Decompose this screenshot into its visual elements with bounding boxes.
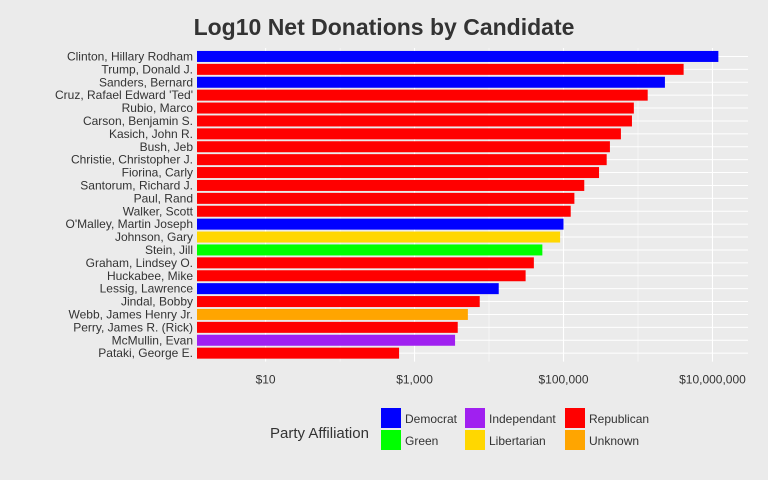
bar xyxy=(197,270,526,282)
legend-swatch xyxy=(381,408,401,428)
legend-label: Independant xyxy=(489,412,556,426)
category-label: Stein, Jill xyxy=(145,243,193,257)
bar xyxy=(197,283,499,295)
category-label: O'Malley, Martin Joseph xyxy=(66,217,193,231)
legend-label: Libertarian xyxy=(489,434,546,448)
legend-label: Democrat xyxy=(405,412,458,426)
bar xyxy=(197,128,621,140)
bar xyxy=(197,192,575,204)
category-label: Sanders, Bernard xyxy=(99,75,193,89)
category-label: Paul, Rand xyxy=(134,191,193,205)
legend-swatch xyxy=(565,408,585,428)
category-label: Christie, Christopher J. xyxy=(71,153,193,167)
bar xyxy=(197,231,561,243)
category-label: Kasich, John R. xyxy=(109,127,193,141)
bar xyxy=(197,179,585,191)
category-label: Perry, James R. (Rick) xyxy=(73,320,193,334)
bar xyxy=(197,102,634,114)
x-tick-label: $100,000 xyxy=(538,373,588,387)
x-axis-ticks: $10 $1,000 $100,000 $10,000,000 xyxy=(256,373,747,387)
category-label: Lessig, Lawrence xyxy=(100,282,194,296)
bar xyxy=(197,154,607,166)
category-label: Clinton, Hillary Rodham xyxy=(67,49,193,63)
category-label: Cruz, Rafael Edward 'Ted' xyxy=(55,88,193,102)
bar xyxy=(197,257,534,269)
category-label: Huckabee, Mike xyxy=(107,269,193,283)
bar xyxy=(197,244,543,256)
bar xyxy=(197,167,600,179)
category-label: Rubio, Marco xyxy=(122,101,194,115)
bar xyxy=(197,321,458,333)
legend-swatch xyxy=(465,430,485,450)
bar xyxy=(197,218,564,230)
category-label: Webb, James Henry Jr. xyxy=(69,307,194,321)
bar xyxy=(197,141,610,153)
category-label: Carson, Benjamin S. xyxy=(83,114,193,128)
category-label: Graham, Lindsey O. xyxy=(86,256,193,270)
category-label: Trump, Donald J. xyxy=(101,62,193,76)
x-tick-label: $10,000,000 xyxy=(679,373,746,387)
legend-label: Green xyxy=(405,434,438,448)
x-tick-label: $10 xyxy=(256,373,276,387)
legend-label: Unknown xyxy=(589,434,639,448)
category-label: McMullin, Evan xyxy=(112,333,193,347)
category-label: Fiorina, Carly xyxy=(122,166,193,180)
category-label: Walker, Scott xyxy=(123,204,194,218)
bar xyxy=(197,205,571,217)
legend-label: Republican xyxy=(589,412,649,426)
chart-title: Log10 Net Donations by Candidate xyxy=(193,14,575,40)
category-label: Johnson, Gary xyxy=(115,230,193,244)
bar xyxy=(197,63,684,75)
legend-swatch xyxy=(465,408,485,428)
bar xyxy=(197,76,665,88)
category-label: Pataki, George E. xyxy=(98,346,193,360)
category-label: Bush, Jeb xyxy=(140,140,194,154)
legend: Party Affiliation Democrat Independant Rep… xyxy=(270,408,649,450)
bar xyxy=(197,89,648,101)
bar xyxy=(197,296,480,308)
bar xyxy=(197,115,632,127)
legend-swatch xyxy=(565,430,585,450)
legend-title: Party Affiliation xyxy=(270,425,369,442)
bar xyxy=(197,308,468,320)
bar xyxy=(197,347,400,359)
legend-swatch xyxy=(381,430,401,450)
category-label: Jindal, Bobby xyxy=(121,295,193,309)
bar xyxy=(197,50,719,62)
bar xyxy=(197,334,456,346)
category-label: Santorum, Richard J. xyxy=(80,178,193,192)
x-tick-label: $1,000 xyxy=(396,373,433,387)
bars-layer xyxy=(197,50,719,359)
